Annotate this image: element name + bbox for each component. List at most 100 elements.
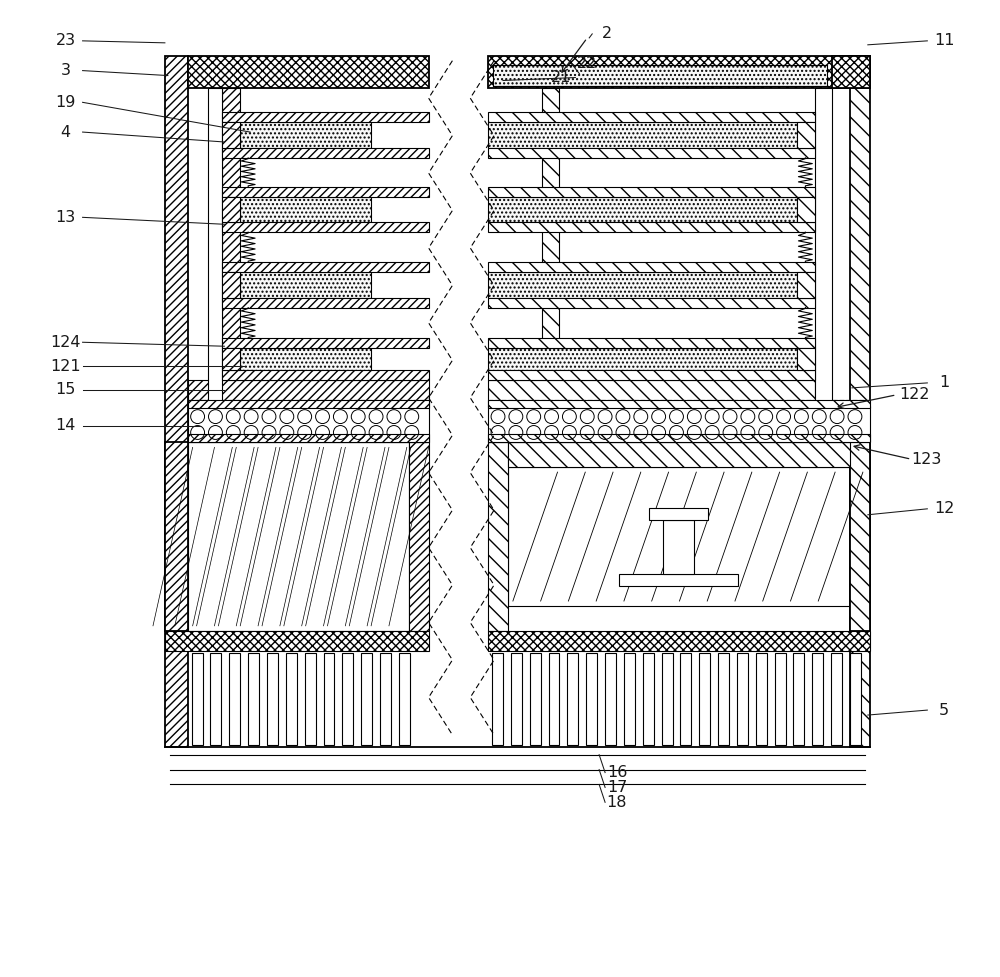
Bar [222, 112, 429, 122]
Bar [222, 148, 429, 158]
Text: 4: 4 [61, 124, 71, 140]
Text: 123: 123 [911, 451, 942, 467]
Text: 121: 121 [50, 359, 81, 373]
Bar [188, 443, 409, 631]
Text: 16: 16 [607, 765, 627, 780]
Bar [718, 653, 729, 744]
Bar [222, 196, 240, 223]
Bar [399, 653, 410, 744]
Bar [188, 380, 429, 405]
Bar [508, 443, 850, 467]
Bar [488, 223, 815, 233]
Bar [240, 196, 371, 223]
Bar [793, 653, 804, 744]
Text: 19: 19 [56, 95, 76, 109]
Bar [222, 272, 240, 298]
Bar [663, 520, 694, 574]
Bar [222, 187, 429, 196]
Bar [492, 653, 503, 744]
Bar [812, 653, 823, 744]
Text: 124: 124 [50, 335, 81, 350]
Bar [549, 653, 559, 744]
Bar [222, 298, 429, 308]
Bar [643, 653, 654, 744]
Bar [286, 653, 297, 744]
Bar [222, 122, 240, 148]
Bar [488, 370, 815, 380]
Bar [832, 56, 870, 89]
Bar [165, 631, 429, 651]
Text: 1: 1 [939, 375, 949, 391]
Bar [222, 223, 429, 233]
Bar [797, 272, 815, 298]
Bar [240, 122, 371, 148]
Bar [305, 653, 316, 744]
Bar [662, 653, 673, 744]
Bar [409, 443, 429, 631]
Bar [815, 89, 832, 405]
Bar [488, 112, 815, 122]
Bar [831, 653, 842, 744]
Bar [222, 338, 429, 348]
Bar [586, 653, 597, 744]
Bar [488, 298, 815, 308]
Bar [488, 148, 815, 158]
Bar [488, 262, 815, 272]
Bar [488, 122, 797, 148]
Bar [210, 653, 221, 744]
Bar [737, 653, 748, 744]
Bar [342, 653, 353, 744]
Bar [380, 653, 391, 744]
Bar [699, 653, 710, 744]
Bar [511, 653, 522, 744]
Bar [488, 348, 797, 370]
Bar [222, 348, 240, 370]
Text: 11: 11 [934, 33, 954, 48]
Text: 14: 14 [56, 418, 76, 433]
Text: 18: 18 [607, 795, 627, 810]
Bar [850, 653, 861, 744]
Bar [488, 196, 797, 223]
Bar [488, 631, 870, 651]
Bar [165, 443, 188, 631]
Bar [567, 653, 578, 744]
Bar [605, 653, 616, 744]
Bar [267, 653, 278, 744]
Text: 22: 22 [577, 56, 597, 71]
Bar [208, 89, 222, 405]
Bar [361, 653, 372, 744]
Text: 15: 15 [56, 382, 76, 398]
Bar [680, 653, 691, 744]
Bar [222, 262, 429, 272]
Bar [488, 443, 508, 631]
Text: 12: 12 [934, 501, 954, 516]
Text: 17: 17 [607, 780, 627, 795]
Text: 5: 5 [939, 702, 949, 717]
Bar [165, 56, 188, 746]
Text: 23: 23 [56, 33, 76, 48]
Bar [488, 187, 815, 196]
Bar [188, 56, 429, 89]
Bar [493, 64, 827, 86]
Bar [488, 338, 815, 348]
Bar [188, 400, 429, 407]
Text: 3: 3 [61, 64, 71, 78]
Bar [188, 435, 429, 443]
Bar [530, 653, 541, 744]
Text: 2: 2 [602, 26, 612, 41]
Bar [619, 574, 738, 586]
Bar [248, 653, 259, 744]
Bar [222, 370, 429, 380]
Bar [192, 653, 203, 744]
Bar [508, 467, 850, 606]
Bar [488, 405, 870, 443]
Bar [756, 653, 767, 744]
Bar [850, 443, 870, 631]
Text: 21: 21 [551, 70, 572, 85]
Bar [222, 89, 240, 405]
Text: 122: 122 [899, 387, 930, 403]
Bar [542, 89, 559, 405]
Bar [488, 435, 870, 443]
Bar [649, 508, 708, 520]
Bar [324, 653, 334, 744]
